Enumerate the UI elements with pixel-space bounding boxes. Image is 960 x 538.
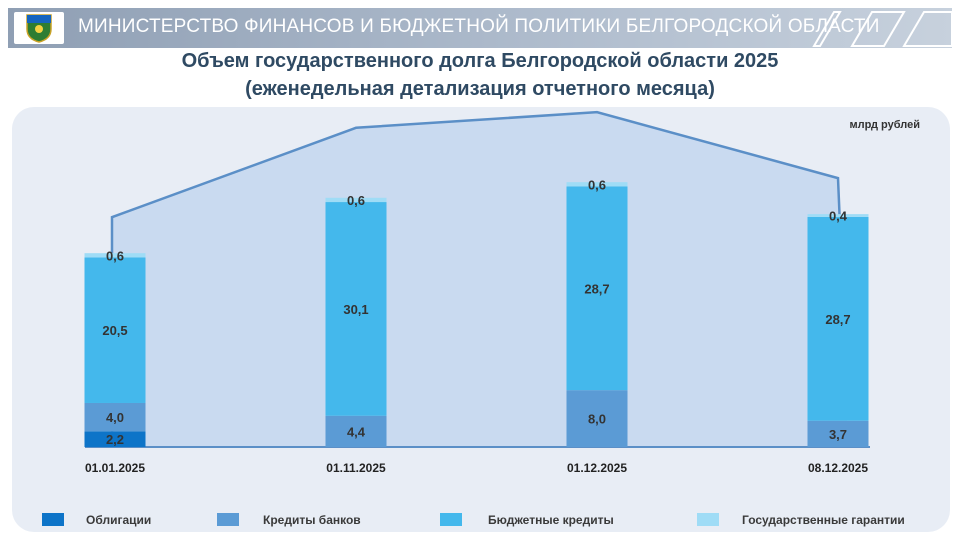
data-label-1-2: 8,0: [588, 412, 606, 427]
data-label-2-2: 28,7: [584, 281, 609, 296]
bar-3-1: [325, 197, 387, 203]
data-label-1-0: 4,0: [106, 410, 124, 425]
legend-label-budget-loans: Бюджетные кредиты: [488, 513, 614, 527]
data-label-1-1: 4,4: [347, 424, 366, 439]
category-label-3: 08.12.2025: [808, 461, 868, 475]
legend-swatch-budget-loans: [440, 513, 462, 526]
data-label-1-3: 3,7: [829, 427, 847, 442]
bar-2-1: [325, 202, 387, 416]
bar-3-0: [84, 253, 146, 258]
category-label-2: 01.12.2025: [567, 461, 627, 475]
chart-subtitle: (еженедельная детализация отчетного меся…: [245, 78, 715, 100]
data-label-2-3: 28,7: [825, 312, 850, 327]
ministry-title: МИНИСТЕРСТВО ФИНАНСОВ И БЮДЖЕТНОЙ ПОЛИТИ…: [78, 16, 880, 37]
bar-1-0: [84, 402, 146, 432]
bar-1-3: [807, 420, 869, 447]
bar-2-2: [566, 186, 628, 391]
legend-swatch-bank-loans: [217, 513, 239, 526]
data-label-0-0: 2,2: [106, 432, 124, 447]
data-label-3-2: 0,6: [588, 177, 606, 192]
bar-2-3: [807, 216, 869, 421]
category-label-0: 01.01.2025: [85, 461, 145, 475]
bar-2-0: [84, 257, 146, 403]
legend-label-bonds: Облигации: [86, 513, 152, 527]
data-label-3-1: 0,6: [347, 193, 365, 208]
data-label-2-0: 20,5: [102, 323, 127, 338]
legend-swatch-bonds: [42, 513, 64, 526]
data-label-3-0: 0,6: [106, 248, 124, 263]
unit-label: млрд рублей: [849, 119, 920, 131]
chart-title: Объем государственного долга Белгородско…: [181, 50, 779, 72]
bar-3-2: [566, 182, 628, 187]
bar-1-1: [325, 415, 387, 447]
total-debt-area: [112, 112, 848, 448]
legend-label-bank-loans: Кредиты банков: [263, 513, 361, 527]
legend-swatch-guarantees: [697, 513, 719, 526]
legend-label-guarantees: Государственные гарантии: [742, 513, 905, 527]
header-banner: МИНИСТЕРСТВО ФИНАНСОВ И БЮДЖЕТНОЙ ПОЛИТИ…: [8, 8, 952, 48]
category-label-1: 01.11.2025: [326, 461, 386, 475]
decorative-stripes: [812, 11, 952, 47]
bar-1-2: [566, 390, 628, 447]
coat-of-arms-logo: [14, 12, 64, 44]
data-label-3-3: 0,4: [829, 209, 848, 224]
bar-3-3: [807, 214, 869, 217]
data-label-2-1: 30,1: [343, 302, 368, 317]
bar-0-0: [84, 431, 146, 447]
